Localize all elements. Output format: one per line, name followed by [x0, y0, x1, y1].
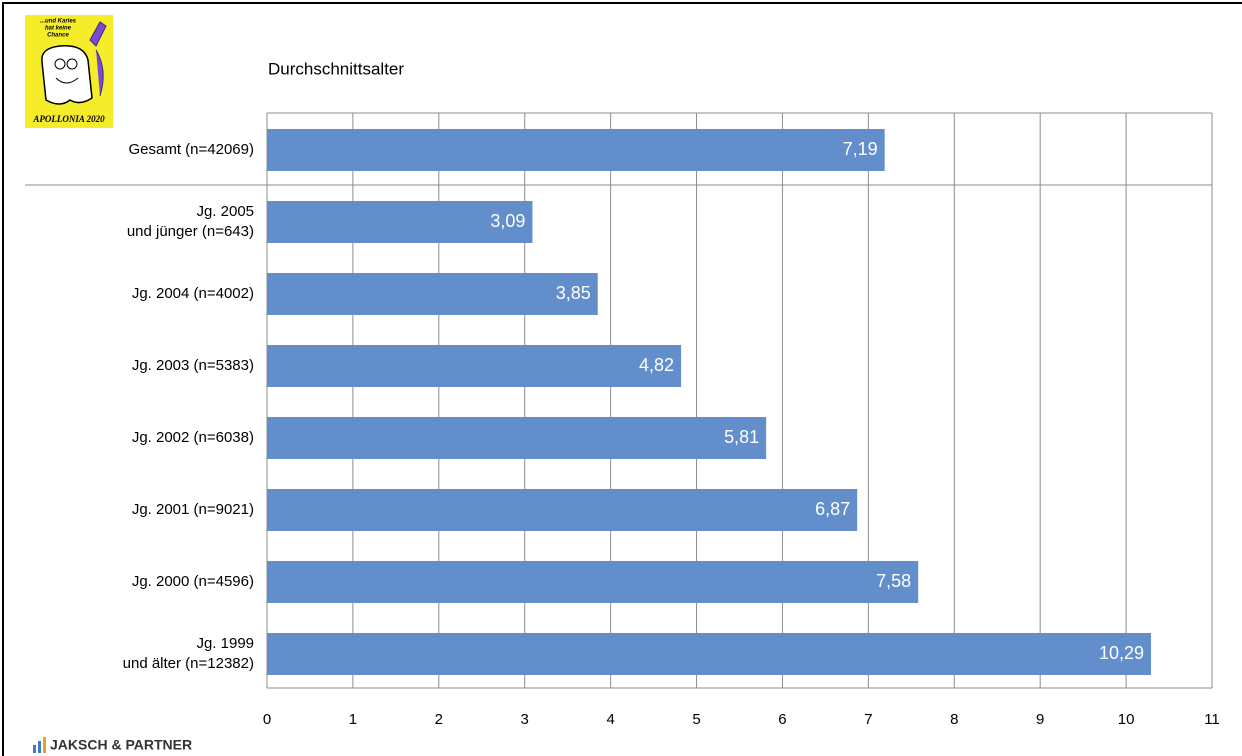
- chart-title: Durchschnittsalter: [268, 59, 404, 78]
- logo-eye: [54, 58, 66, 70]
- footer-icon: [38, 741, 41, 753]
- value-label: 5,81: [724, 427, 759, 447]
- value-label: 6,87: [815, 499, 850, 519]
- x-tick-label: 7: [864, 711, 872, 728]
- bar: [267, 417, 767, 459]
- bar: [267, 345, 682, 387]
- logo-brush: [89, 21, 107, 97]
- x-tick-label: 5: [692, 711, 700, 728]
- y-tick-label: Jg. 1999: [196, 635, 254, 652]
- bar: [267, 273, 598, 315]
- logo-slogan: ...und Karies: [40, 19, 77, 25]
- bar: [267, 633, 1152, 675]
- value-label: 4,82: [639, 355, 674, 375]
- y-tick-label: Jg. 2003 (n=5383): [132, 357, 254, 374]
- value-label: 10,29: [1099, 643, 1144, 663]
- bar: [267, 489, 858, 531]
- x-tick-label: 6: [778, 711, 786, 728]
- y-tick-label: Jg. 2005: [196, 203, 254, 220]
- y-tick-label: Jg. 2000 (n=4596): [132, 573, 254, 590]
- logo-mouth: [55, 77, 79, 84]
- logo-eye: [66, 58, 78, 70]
- footer: JAKSCH & PARTNER: [33, 737, 192, 753]
- x-tick-label: 0: [263, 711, 271, 728]
- logo-slogan: Chance: [47, 33, 69, 39]
- bar: [267, 561, 919, 603]
- bar: [267, 129, 885, 171]
- x-tick-label: 3: [521, 711, 529, 728]
- footer-brand: JAKSCH & PARTNER: [50, 737, 192, 753]
- y-tick-label: Gesamt (n=42069): [129, 141, 255, 158]
- value-label: 3,09: [490, 211, 525, 231]
- footer-icon: [33, 745, 36, 753]
- value-label: 3,85: [556, 283, 591, 303]
- logo-tooth: [41, 45, 93, 105]
- x-tick-label: 2: [435, 711, 443, 728]
- x-tick-label: 4: [606, 711, 614, 728]
- x-tick-label: 9: [1036, 711, 1044, 728]
- y-tick-label: Jg. 2004 (n=4002): [132, 285, 254, 302]
- bar: [267, 201, 533, 243]
- y-tick-label: Jg. 2002 (n=6038): [132, 429, 254, 446]
- x-tick-label: 1: [349, 711, 357, 728]
- y-tick-label: und jünger (n=643): [127, 223, 254, 240]
- value-label: 7,58: [876, 571, 911, 591]
- y-tick-label: Jg. 2001 (n=9021): [132, 501, 254, 518]
- footer-icon: [43, 737, 46, 753]
- logo-slogan: hat keine: [45, 26, 72, 32]
- x-tick-label: 8: [950, 711, 958, 728]
- logo: ...und Karies hat keine Chance APOLLONIA…: [25, 15, 113, 128]
- logo-name: APOLLONIA 2020: [32, 114, 105, 124]
- x-tick-label: 10: [1118, 711, 1135, 728]
- value-label: 7,19: [843, 139, 878, 159]
- y-tick-label: und älter (n=12382): [123, 655, 254, 672]
- x-tick-label: 11: [1204, 711, 1220, 728]
